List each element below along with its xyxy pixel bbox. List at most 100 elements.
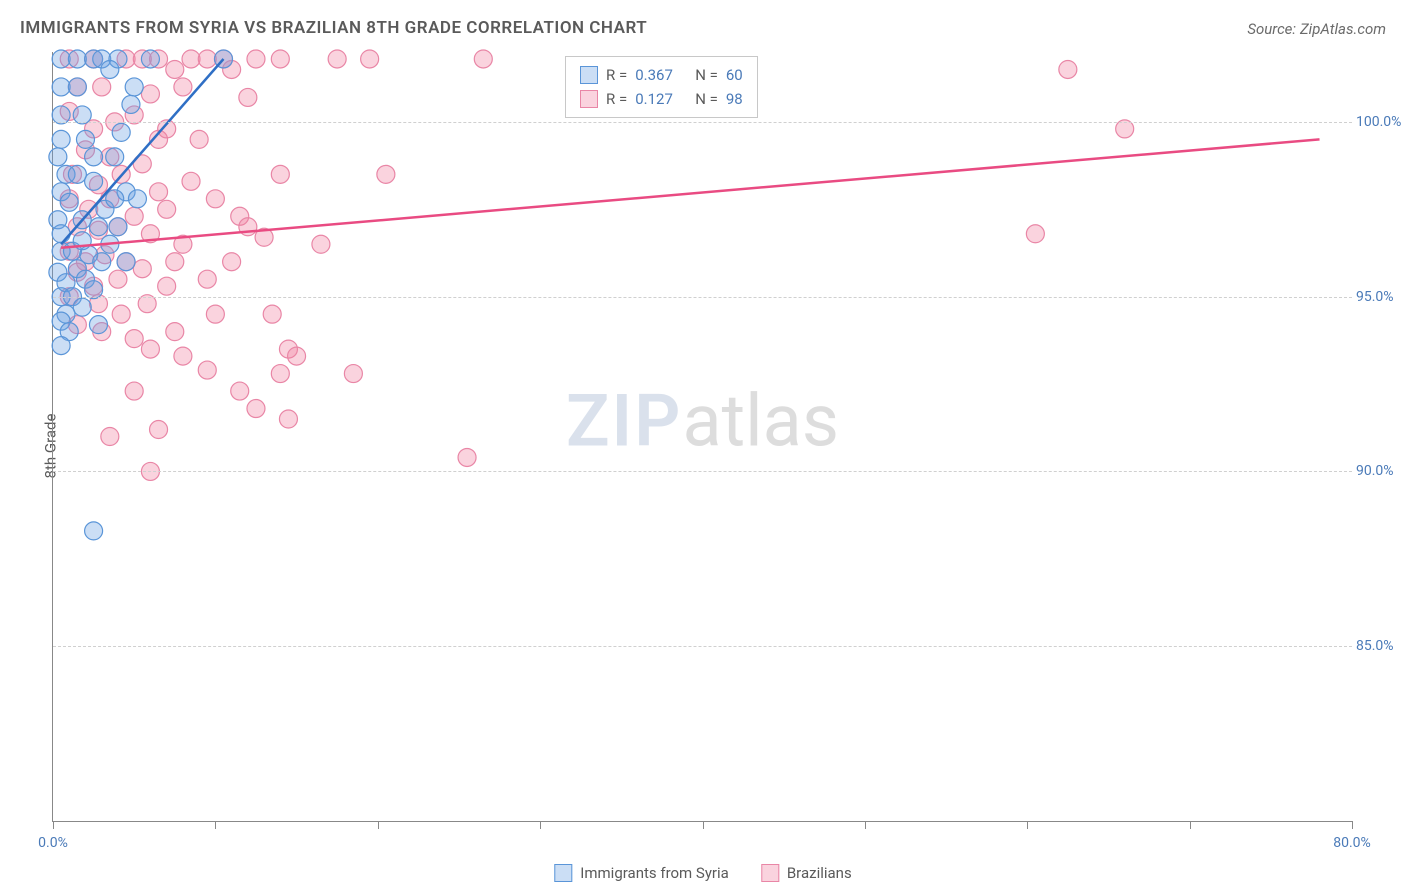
source: Source: ZipAtlas.com [1247, 19, 1386, 38]
data-point-syria [125, 78, 143, 96]
x-tick-mark [865, 821, 866, 829]
data-point-syria [73, 298, 91, 316]
data-point-braz [109, 270, 127, 288]
data-point-braz [190, 130, 208, 148]
data-point-braz [112, 305, 130, 323]
data-point-braz [166, 323, 184, 341]
x-tick-label: 80.0% [1333, 835, 1371, 851]
x-tick-label: 0.0% [38, 835, 68, 851]
data-point-syria [85, 148, 103, 166]
data-point-braz [239, 88, 257, 106]
data-point-braz [271, 50, 289, 68]
x-tick-mark [215, 821, 216, 829]
x-tick-mark [703, 821, 704, 829]
data-point-braz [198, 50, 216, 68]
stats-row-braz: R = 0.127 N = 98 [580, 87, 743, 111]
n-value-braz: 98 [726, 90, 743, 108]
data-point-syria [85, 172, 103, 190]
data-point-braz [158, 200, 176, 218]
data-point-braz [141, 340, 159, 358]
y-tick-label: 100.0% [1356, 114, 1402, 130]
data-point-braz [361, 50, 379, 68]
data-point-braz [166, 60, 184, 78]
data-point-braz [223, 253, 241, 271]
data-point-braz [101, 428, 119, 446]
x-tick-mark [53, 821, 54, 829]
r-label: R = [606, 66, 627, 84]
gridline [53, 122, 1352, 123]
data-point-braz [288, 347, 306, 365]
data-point-syria [141, 50, 159, 68]
data-point-braz [312, 235, 330, 253]
data-point-syria [68, 50, 86, 68]
data-point-braz [174, 347, 192, 365]
legend-label-braz: Brazilians [787, 864, 852, 882]
x-tick-mark [1027, 821, 1028, 829]
x-tick-mark [1352, 821, 1353, 829]
chart-svg [53, 52, 1352, 821]
data-point-braz [182, 50, 200, 68]
r-value-syria: 0.367 [635, 66, 687, 84]
data-point-braz [1026, 225, 1044, 243]
data-point-syria [49, 148, 67, 166]
data-point-syria [106, 190, 124, 208]
data-point-braz [150, 183, 168, 201]
data-point-braz [474, 50, 492, 68]
y-tick-label: 90.0% [1356, 463, 1402, 479]
data-point-braz [125, 330, 143, 348]
data-point-braz [206, 190, 224, 208]
data-point-braz [133, 260, 151, 278]
data-point-braz [174, 78, 192, 96]
data-point-braz [1059, 60, 1077, 78]
data-point-syria [122, 95, 140, 113]
gridline [53, 471, 1352, 472]
data-point-syria [52, 50, 70, 68]
n-label: N = [695, 66, 718, 84]
data-point-braz [231, 382, 249, 400]
gridline [53, 297, 1352, 298]
data-point-syria [52, 337, 70, 355]
stats-row-syria: R = 0.367 N = 60 [580, 63, 743, 87]
data-point-braz [279, 410, 297, 428]
data-point-syria [85, 522, 103, 540]
data-point-braz [458, 448, 476, 466]
data-point-braz [198, 270, 216, 288]
data-point-syria [76, 130, 94, 148]
plot-area: ZIPatlas R = 0.367 N = 60 R = 0.127 N = … [52, 52, 1352, 822]
data-point-braz [166, 253, 184, 271]
data-point-braz [271, 365, 289, 383]
n-value-syria: 60 [726, 66, 743, 84]
data-point-braz [271, 165, 289, 183]
data-point-syria [60, 193, 78, 211]
data-point-braz [247, 50, 265, 68]
chart-header: IMMIGRANTS FROM SYRIA VS BRAZILIAN 8TH G… [20, 18, 1386, 38]
data-point-braz [377, 165, 395, 183]
x-tick-mark [378, 821, 379, 829]
x-tick-mark [540, 821, 541, 829]
data-point-syria [109, 218, 127, 236]
data-point-syria [128, 190, 146, 208]
data-point-braz [328, 50, 346, 68]
source-name: ZipAtlas.com [1300, 20, 1386, 38]
x-tick-mark [1190, 821, 1191, 829]
stats-legend: R = 0.367 N = 60 R = 0.127 N = 98 [565, 56, 758, 118]
data-point-syria [117, 253, 135, 271]
source-label: Source: [1247, 20, 1296, 38]
data-point-syria [89, 218, 107, 236]
legend-label-syria: Immigrants from Syria [580, 864, 729, 882]
swatch-syria [580, 66, 598, 84]
data-point-syria [101, 60, 119, 78]
data-point-braz [93, 78, 111, 96]
data-point-syria [93, 253, 111, 271]
data-point-braz [247, 400, 265, 418]
data-point-braz [206, 305, 224, 323]
legend-item-braz: Brazilians [761, 864, 852, 882]
data-point-syria [52, 225, 70, 243]
r-label-2: R = [606, 90, 627, 108]
gridline [53, 646, 1352, 647]
data-point-syria [52, 78, 70, 96]
bottom-legend: Immigrants from Syria Brazilians [554, 864, 851, 882]
r-value-braz: 0.127 [635, 90, 687, 108]
data-point-braz [198, 361, 216, 379]
data-point-braz [125, 207, 143, 225]
